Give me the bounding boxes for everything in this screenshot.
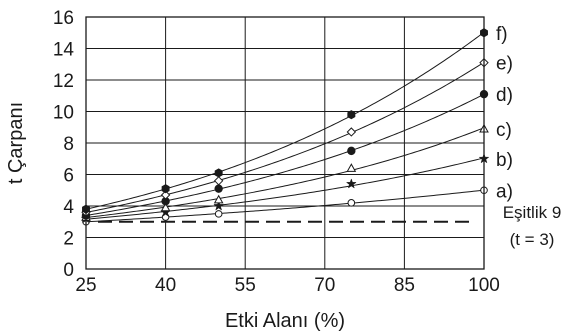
y-tick-label: 6 [63,166,74,187]
series-line [85,157,485,220]
grid [86,17,484,269]
data-point [347,146,356,156]
data-point [214,184,223,193]
series-line [85,189,485,223]
data-point [213,194,224,204]
series-label: b) [496,150,513,171]
x-tick-label: 55 [235,275,256,296]
x-tick-label: 100 [468,275,500,296]
y-tick-label: 2 [63,229,74,250]
data-point [347,199,356,207]
series-label: e) [496,54,513,75]
series-label: c) [496,120,512,141]
x-tick-label: 40 [155,275,176,296]
data-point [346,163,357,172]
data-point [213,176,224,186]
series-curves [85,31,485,223]
tick-labels: 25 40 55 70 85 100 0 2 4 6 8 10 12 14 16 [53,8,500,296]
data-point [213,200,225,211]
y-tick-label: 8 [63,134,74,155]
series-line [85,61,485,213]
y-axis-title: t Çarpanı [5,102,27,184]
data-point [160,202,171,212]
data-point [161,184,170,194]
reference-line-label: Eşitlik 9 [503,203,562,222]
series-label: f) [496,24,508,45]
plot-frame [85,16,485,270]
x-tick-label: 25 [75,275,96,296]
x-tick-label: 85 [394,275,415,296]
series-labels: a) b) c) d) e) f) [496,24,513,203]
y-tick-label: 0 [63,260,74,281]
y-tick-label: 12 [53,71,74,92]
series-line [85,93,485,216]
data-point [346,127,357,137]
y-tick-label: 4 [63,197,74,218]
data-point [214,168,223,178]
series-line [85,31,485,210]
x-axis-title: Etki Alanı (%) [225,310,345,332]
data-point [214,210,223,218]
data-point [160,190,171,200]
x-tick-label: 70 [314,275,335,296]
data-point [347,110,356,120]
y-tick-label: 16 [53,8,74,29]
data-point [345,178,357,189]
series-label: d) [496,85,513,106]
y-tick-label: 14 [53,40,75,61]
reference-line-sublabel: (t = 3) [510,230,555,249]
series-line [85,127,485,219]
y-tick-label: 10 [53,103,74,124]
series-label: a) [496,181,513,202]
